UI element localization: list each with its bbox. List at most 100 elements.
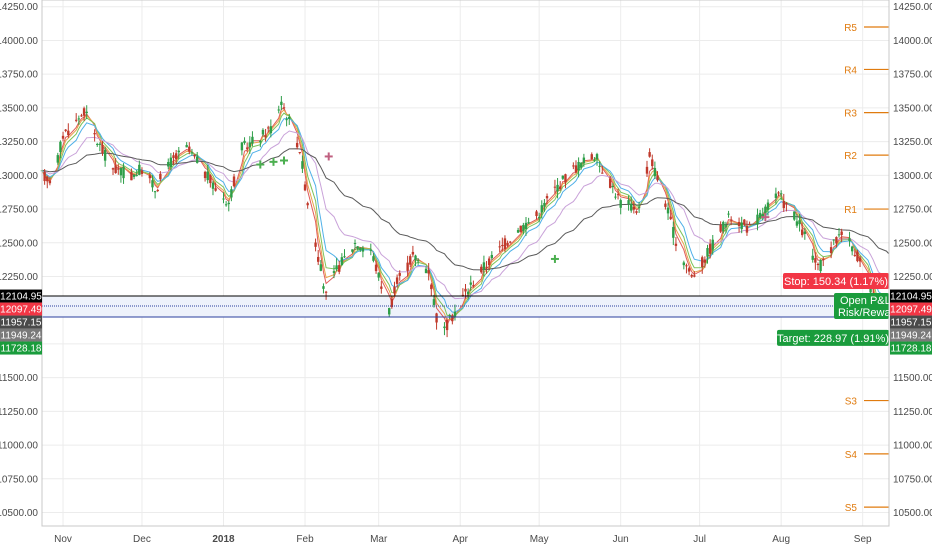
candle-body: [724, 225, 728, 227]
candle-body: [227, 202, 230, 205]
candle-body: [314, 242, 317, 247]
candlesticks: [40, 95, 891, 338]
y-tick-label: 13250.00: [893, 137, 932, 148]
candle-body: [774, 193, 778, 198]
candle-body: [645, 166, 649, 174]
y-tick-label: 13000.00: [0, 171, 38, 182]
y-tick-label: 13250.00: [0, 137, 38, 148]
price-tag-label: 11728.18: [1, 344, 42, 355]
candle-body: [67, 130, 70, 136]
candle-body: [114, 165, 117, 174]
pivot-label: S5: [845, 503, 858, 514]
y-tick-label: 10500.00: [0, 508, 38, 519]
candle-body: [135, 175, 138, 177]
right-price-axis[interactable]: 14250.00 14000.00 13750.00 13500.00 13250.00…: [890, 2, 932, 519]
candle-body: [80, 115, 83, 117]
candle-body: [46, 176, 49, 182]
candle-body: [122, 166, 125, 179]
candle-body: [637, 207, 641, 209]
candle-body: [522, 224, 525, 231]
candle-body: [785, 203, 788, 205]
candle-body: [800, 229, 804, 236]
candle-body: [761, 213, 764, 217]
candle-body: [319, 264, 323, 271]
y-tick-label: 10500.00: [893, 508, 932, 519]
candle-body: [259, 140, 262, 143]
candle-body: [159, 174, 162, 180]
price-tag-label: 11957.15: [1, 318, 42, 329]
candle-body: [653, 168, 657, 177]
price-tag-label: 12104.95: [0, 292, 42, 303]
candle-body: [285, 119, 288, 121]
candle-body: [153, 191, 157, 193]
candle-body: [117, 168, 120, 170]
candle-body: [829, 247, 833, 254]
candle-body: [85, 111, 88, 114]
price-tag-label: 12097.49: [890, 305, 932, 316]
plot-frame: [41, 0, 890, 527]
candle-body: [190, 152, 194, 154]
candle-body: [779, 193, 783, 195]
candle-body: [316, 256, 320, 262]
candle-body: [558, 186, 562, 190]
pivot-levels: R5R4R3R2R1S1S3S4S5: [844, 23, 889, 514]
candle-body: [614, 196, 617, 198]
candle-body: [729, 219, 733, 221]
candle-body: [243, 140, 246, 144]
candle-body: [574, 165, 578, 173]
y-tick-label: 12250.00: [893, 272, 932, 283]
candle-body: [835, 237, 838, 244]
candle-body: [630, 203, 633, 211]
candle-body: [766, 202, 770, 210]
candle-body: [758, 212, 762, 218]
y-tick-label: 13500.00: [893, 103, 932, 114]
y-tick-label: 13750.00: [0, 70, 38, 81]
candle-body: [850, 246, 854, 252]
candle-body: [506, 242, 509, 246]
candle-body: [427, 270, 430, 274]
candle-body: [535, 211, 538, 217]
candle-body: [432, 299, 436, 305]
candle-body: [822, 259, 825, 261]
x-tick-label: Feb: [296, 534, 314, 545]
candle-body: [267, 127, 270, 129]
position-lines: [42, 295, 889, 318]
x-tick-label: Apr: [452, 534, 468, 545]
candle-body: [685, 265, 688, 267]
candle-body: [580, 162, 583, 168]
time-axis[interactable]: Nov Dec 2018 Feb Mar Apr May Jun Jul Aug Sep: [54, 534, 872, 545]
candle-body: [616, 194, 620, 196]
candle-body: [593, 159, 596, 161]
price-tag-label: 11949.24: [1, 331, 42, 342]
candle-body: [82, 108, 86, 116]
candle-body: [706, 248, 709, 257]
moving-average-line: [41, 148, 890, 271]
candle-body: [372, 256, 375, 261]
candle-body: [298, 152, 301, 154]
price-tag: [890, 289, 932, 303]
left-price-axis[interactable]: 14250.00 14000.00 13750.00 13500.00 13250.00…: [0, 2, 42, 519]
candle-body: [324, 291, 328, 293]
candle-body: [798, 220, 801, 225]
candle-body: [59, 141, 62, 153]
candle-body: [674, 243, 678, 246]
candle-body: [811, 255, 814, 260]
candle-body: [814, 258, 817, 263]
candle-body: [138, 164, 141, 175]
pivot-label: R2: [844, 151, 857, 162]
candle-body: [480, 266, 483, 273]
candle-body: [214, 188, 217, 191]
candle-body: [472, 285, 475, 287]
candle-body: [206, 171, 209, 181]
price-tag-label: 12097.49: [0, 305, 42, 316]
target-box: [777, 329, 889, 346]
candle-body: [301, 161, 304, 169]
candle-body: [209, 175, 212, 184]
candle-body: [711, 239, 714, 250]
pivot-label: R1: [844, 205, 857, 216]
candle-body: [188, 146, 191, 152]
y-tick-label: 12750.00: [0, 205, 38, 216]
price-tag-label: 12104.95: [890, 292, 932, 303]
candle-body: [416, 260, 420, 262]
